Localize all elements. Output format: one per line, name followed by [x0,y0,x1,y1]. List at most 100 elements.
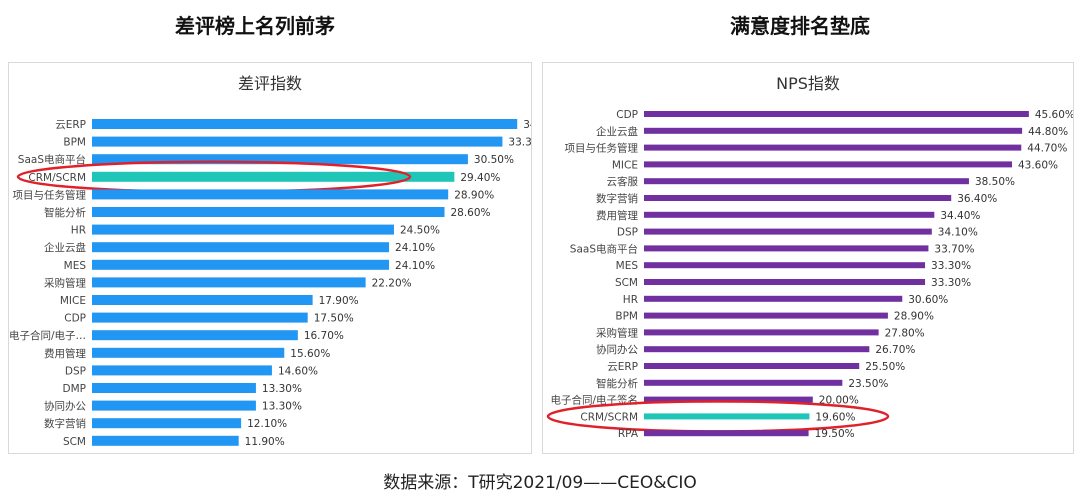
bar-1 [644,127,1023,134]
bar-14 [644,346,870,353]
bar-4 [92,189,449,200]
category-label-6: HR [71,225,86,237]
right-heading: 满意度排名垫底 [730,14,870,38]
category-label-3: MICE [612,159,638,171]
category-label-16: 协同办公 [44,400,86,413]
value-label-13: 27.80% [885,327,925,339]
value-label-0: 45.60% [1035,109,1073,121]
bar-15 [92,383,256,393]
value-label-11: 30.60% [908,294,948,306]
bar-8 [644,245,929,252]
category-label-1: 企业云盘 [596,125,638,138]
category-label-1: BPM [63,137,86,149]
value-label-7: 34.10% [938,227,978,239]
value-label-13: 15.60% [290,348,330,360]
bar-8 [92,259,390,270]
bar-10 [92,295,313,305]
category-label-18: CRM/SCRM [580,411,638,423]
category-label-13: 采购管理 [596,326,638,339]
value-label-8: 24.10% [395,260,435,272]
bar-3 [644,161,1012,168]
category-label-10: SCM [615,277,638,289]
category-label-11: CDP [64,313,86,325]
bar-12 [92,330,298,341]
value-label-8: 33.70% [934,243,974,255]
bar-5 [92,207,445,217]
value-label-3: 43.60% [1018,159,1058,171]
right-chart-panel: NPS指数 CDP 45.60% 企业云盘 44.80% 项目与任务管理 44.70% MIC… [542,62,1074,454]
value-label-6: 24.50% [400,225,440,237]
bar-7 [644,228,932,235]
bar-9 [92,277,366,288]
value-label-17: 20.00% [819,395,859,407]
value-label-19: 19.50% [815,428,855,440]
category-label-13: 费用管理 [44,347,86,360]
value-label-12: 28.90% [894,311,934,323]
left-heading: 差评榜上名列前茅 [175,14,335,38]
value-label-0: 34.50% [523,119,531,131]
bar-11 [644,295,903,302]
bar-10 [644,279,926,285]
category-label-4: 项目与任务管理 [13,188,87,201]
bar-9 [644,262,926,269]
bar-19 [644,430,809,437]
bar-17 [92,418,242,429]
value-label-1: 33.30% [508,137,531,149]
bar-6 [644,211,935,218]
value-label-3: 29.40% [460,172,500,184]
bar-14 [92,365,272,376]
category-label-7: 企业云盘 [44,241,86,254]
category-label-0: CDP [616,109,638,121]
category-label-4: 云客服 [607,175,639,188]
category-label-9: 采购管理 [44,276,86,289]
category-label-12: BPM [615,311,638,323]
value-label-17: 12.10% [247,418,287,430]
category-label-8: SaaS电商平台 [570,242,638,255]
value-label-9: 33.30% [931,260,971,272]
category-label-9: MES [616,260,639,272]
value-label-5: 36.40% [957,193,997,205]
bar-7 [92,242,390,253]
bar-18 [92,435,239,446]
value-label-15: 25.50% [865,361,905,373]
bar-16 [92,400,256,411]
bar-13 [92,347,285,358]
value-label-7: 24.10% [395,242,435,254]
value-label-2: 30.50% [474,154,514,166]
bar-12 [644,312,888,319]
category-label-0: 云ERP [55,119,86,131]
category-label-15: 云ERP [607,361,638,373]
category-label-11: HR [623,294,638,306]
bar-2 [92,154,468,165]
bar-18 [644,413,810,420]
category-label-15: DMP [63,383,86,395]
value-label-18: 11.90% [245,436,285,448]
value-label-14: 26.70% [875,344,915,356]
chart-title: NPS指数 [776,74,840,93]
chart-title: 差评指数 [238,74,302,93]
value-label-10: 17.90% [319,295,359,307]
bar-16 [644,379,843,386]
bar-15 [644,363,860,369]
bar-11 [92,312,308,323]
category-label-10: MICE [60,295,86,307]
category-label-2: 项目与任务管理 [565,142,639,155]
bar-0 [644,111,1029,117]
right-bar-chart: NPS指数 CDP 45.60% 企业云盘 44.80% 项目与任务管理 44.70% MIC… [546,74,1073,440]
category-label-8: MES [64,260,87,272]
category-label-6: 费用管理 [596,209,638,222]
value-label-16: 13.30% [262,401,302,413]
value-label-6: 34.40% [940,210,980,222]
bar-0 [92,119,518,129]
category-label-2: SaaS电商平台 [18,153,86,166]
bar-17 [644,396,813,403]
value-label-16: 23.50% [848,378,888,390]
value-label-18: 19.60% [815,411,855,423]
value-label-5: 28.60% [450,207,490,219]
category-label-17: 数字营销 [44,417,86,430]
category-label-16: 智能分析 [596,377,638,390]
category-label-14: 协同办公 [596,343,638,356]
value-label-10: 33.30% [931,277,971,289]
